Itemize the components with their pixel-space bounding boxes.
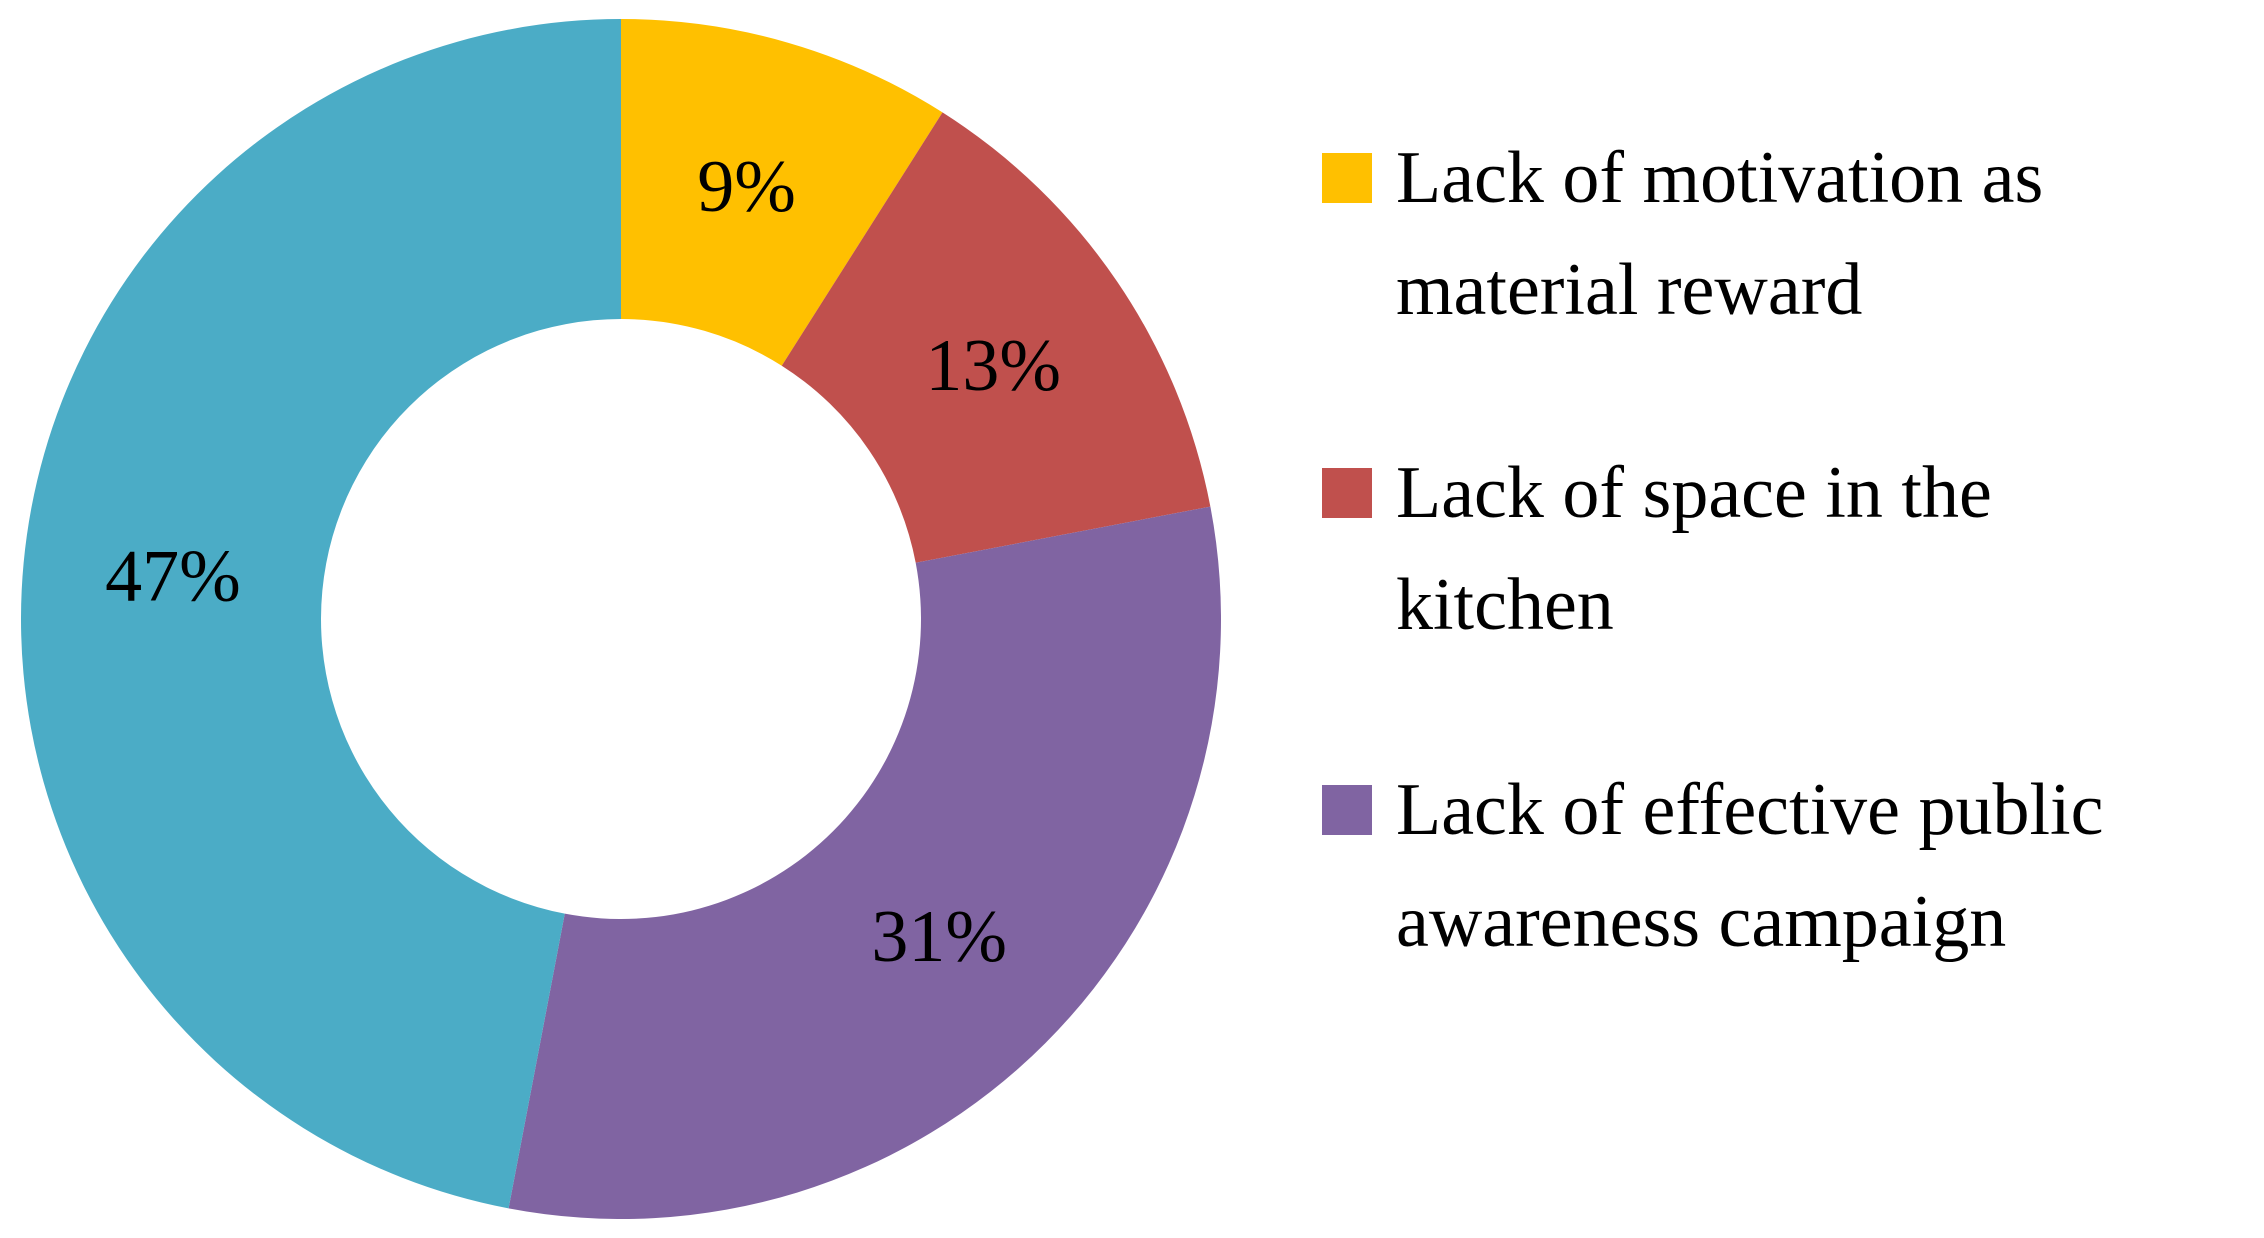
donut-slice-2 [781, 112, 1211, 563]
legend-label-1-line-1: Lack of motivation as [1396, 137, 2043, 219]
donut-slices [20, 19, 1222, 1220]
legend-label-2-line-2: kitchen [1396, 564, 1614, 646]
data-labels: 9% 13% 31% 47% [105, 146, 1061, 978]
legend-entry-3: Lack of effective public awareness campai… [1322, 769, 2103, 963]
legend-label-2-line-1: Lack of space in the [1396, 452, 1992, 534]
data-label-4: 47% [105, 536, 241, 618]
donut-slice-1 [621, 19, 943, 366]
data-label-2: 13% [925, 325, 1061, 407]
data-label-1: 9% [697, 146, 796, 228]
legend-label-3-line-1: Lack of effective public [1396, 769, 2103, 851]
legend-swatch-1 [1322, 153, 1372, 203]
legend-label-3-line-2: awareness campaign [1396, 881, 2006, 963]
legend-entry-2: Lack of space in the kitchen [1322, 452, 1992, 646]
legend-label-1-line-2: material reward [1396, 249, 1862, 331]
legend-swatch-2 [1322, 468, 1372, 518]
donut-slice-4 [20, 19, 621, 1209]
legend-entry-1: Lack of motivation as material reward [1322, 137, 2043, 331]
legend-swatch-3 [1322, 785, 1372, 835]
data-label-3: 31% [871, 896, 1007, 978]
donut-slice-3 [508, 506, 1222, 1220]
